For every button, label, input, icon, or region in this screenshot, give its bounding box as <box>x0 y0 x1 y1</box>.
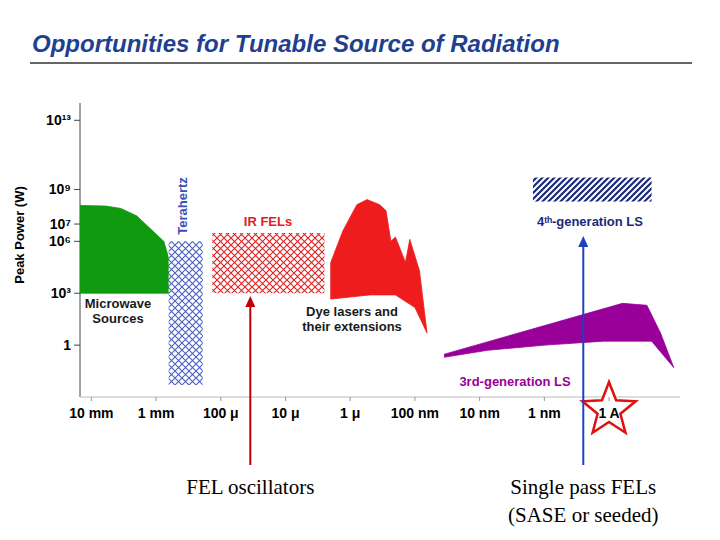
text-line: Sources <box>92 311 143 326</box>
x-tick-label: 100 nm <box>391 405 439 421</box>
y-tick-label: 10³ <box>51 285 72 301</box>
x-tick <box>350 397 351 401</box>
region <box>533 177 652 201</box>
x-tick-label: 10 μ <box>271 405 299 421</box>
y-tick <box>74 224 80 225</box>
y-axis-title: Peak Power (W) <box>12 186 27 284</box>
x-tick <box>544 397 545 401</box>
x-tick-label: 1 A <box>598 405 619 421</box>
series-label: 4ᵗʰ-generation LS <box>537 214 643 229</box>
text-line: FEL oscillators <box>186 475 314 499</box>
y-tick <box>74 241 80 242</box>
series-label: MicrowaveSources <box>85 296 151 326</box>
x-tick <box>479 397 480 401</box>
series-label: 3rd-generation LS <box>459 374 571 389</box>
star <box>582 382 635 433</box>
y-tick-label: 10⁷ <box>50 216 72 232</box>
x-tick-label: 1 nm <box>528 405 561 421</box>
text-line: 3rd-generation LS <box>459 374 571 389</box>
y-tick-label: 10⁹ <box>49 181 71 197</box>
x-tick <box>414 397 415 401</box>
text-line: their extensions <box>302 319 402 334</box>
y-tick <box>74 345 80 346</box>
series-label: Dye lasers andtheir extensions <box>302 304 402 334</box>
title: Opportunities for Tunable Source of Radi… <box>32 30 560 57</box>
plot-area <box>80 177 674 385</box>
text-line: Microwave <box>85 296 151 311</box>
region <box>80 205 176 293</box>
text-line: (SASE or seeded) <box>508 503 658 527</box>
annotation: Single pass FELs (SASE or seeded) <box>508 475 658 527</box>
title-rule <box>30 62 692 64</box>
arrow-head <box>578 236 588 247</box>
arrow-head <box>245 296 255 307</box>
text-line: Single pass FELs <box>510 475 656 499</box>
x-tick-label: 100 μ <box>203 405 239 421</box>
x-tick-label: 10 mm <box>69 405 113 421</box>
series-label: Terahertz <box>175 177 190 235</box>
annotation-arrow <box>249 305 251 465</box>
x-tick-label: 1 μ <box>340 405 360 421</box>
region <box>212 233 324 293</box>
y-tick-label: 1 <box>63 337 71 353</box>
y-tick-label: 10¹³ <box>46 112 71 128</box>
x-tick-label: 10 nm <box>459 405 499 421</box>
y-tick-label: 10⁶ <box>49 233 71 249</box>
annotation-arrow <box>582 245 584 465</box>
x-tick <box>91 397 92 401</box>
y-tick <box>74 293 80 294</box>
page: {"chart_data": { "type": "area", "title"… <box>0 0 720 540</box>
chart: Opportunities for Tunable Source of Radi… <box>0 0 720 540</box>
x-tick <box>285 397 286 401</box>
x-tick <box>156 397 157 401</box>
text-line: Dye lasers and <box>306 304 398 319</box>
y-tick <box>74 189 80 190</box>
series-label: IR FELs <box>244 214 292 229</box>
region <box>444 303 673 367</box>
text-line: IR FELs <box>244 214 292 229</box>
text-line: 4ᵗʰ-generation LS <box>537 214 643 229</box>
x-tick-label: 1 mm <box>138 405 175 421</box>
y-tick <box>74 120 80 121</box>
x-tick <box>220 397 221 401</box>
annotation: FEL oscillators <box>186 475 314 499</box>
region <box>169 241 203 385</box>
x-tick <box>609 397 610 401</box>
x-axis-line <box>80 397 680 398</box>
